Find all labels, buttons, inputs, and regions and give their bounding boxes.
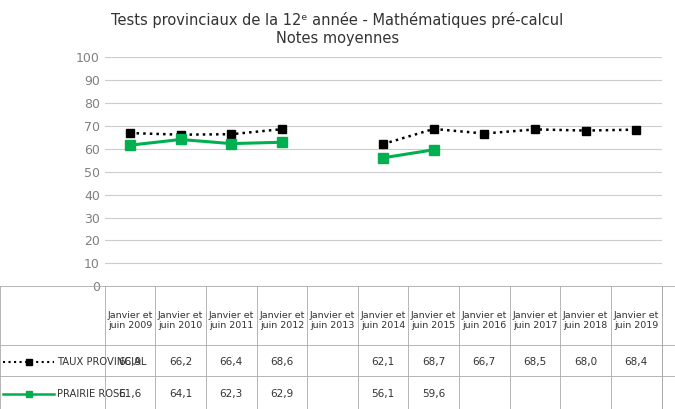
Text: 68,5: 68,5 <box>523 357 547 367</box>
Text: 64,1: 64,1 <box>169 389 192 399</box>
Text: 56,1: 56,1 <box>371 389 395 399</box>
Text: PRAIRIE ROSE: PRAIRIE ROSE <box>57 389 126 399</box>
Text: Janvier et
juin 2010: Janvier et juin 2010 <box>158 311 203 330</box>
Text: Janvier et
juin 2015: Janvier et juin 2015 <box>411 311 456 330</box>
Text: 66,9: 66,9 <box>118 357 142 367</box>
Text: Tests provinciaux de la 12ᵉ année - Mathématiques pré-calcul
Notes moyennes: Tests provinciaux de la 12ᵉ année - Math… <box>111 12 564 46</box>
Text: 62,9: 62,9 <box>270 389 294 399</box>
Text: Janvier et
juin 2013: Janvier et juin 2013 <box>310 311 355 330</box>
Text: Janvier et
juin 2016: Janvier et juin 2016 <box>462 311 507 330</box>
Text: TAUX PROVINCIAL: TAUX PROVINCIAL <box>57 357 146 367</box>
Text: 68,4: 68,4 <box>624 357 648 367</box>
Text: 68,6: 68,6 <box>270 357 294 367</box>
Text: 59,6: 59,6 <box>422 389 446 399</box>
Text: Janvier et
juin 2011: Janvier et juin 2011 <box>209 311 254 330</box>
Text: Janvier et
juin 2014: Janvier et juin 2014 <box>360 311 406 330</box>
Text: Janvier et
juin 2009: Janvier et juin 2009 <box>107 311 153 330</box>
Text: 66,7: 66,7 <box>472 357 496 367</box>
Text: 66,4: 66,4 <box>219 357 243 367</box>
Text: 61,6: 61,6 <box>118 389 142 399</box>
Text: Janvier et
juin 2019: Janvier et juin 2019 <box>614 311 659 330</box>
Text: Janvier et
juin 2012: Janvier et juin 2012 <box>259 311 304 330</box>
Text: 68,0: 68,0 <box>574 357 597 367</box>
Text: 62,3: 62,3 <box>219 389 243 399</box>
Text: 68,7: 68,7 <box>422 357 446 367</box>
Text: 62,1: 62,1 <box>371 357 395 367</box>
Text: Janvier et
juin 2018: Janvier et juin 2018 <box>563 311 608 330</box>
Text: Janvier et
juin 2017: Janvier et juin 2017 <box>512 311 558 330</box>
Text: 66,2: 66,2 <box>169 357 192 367</box>
